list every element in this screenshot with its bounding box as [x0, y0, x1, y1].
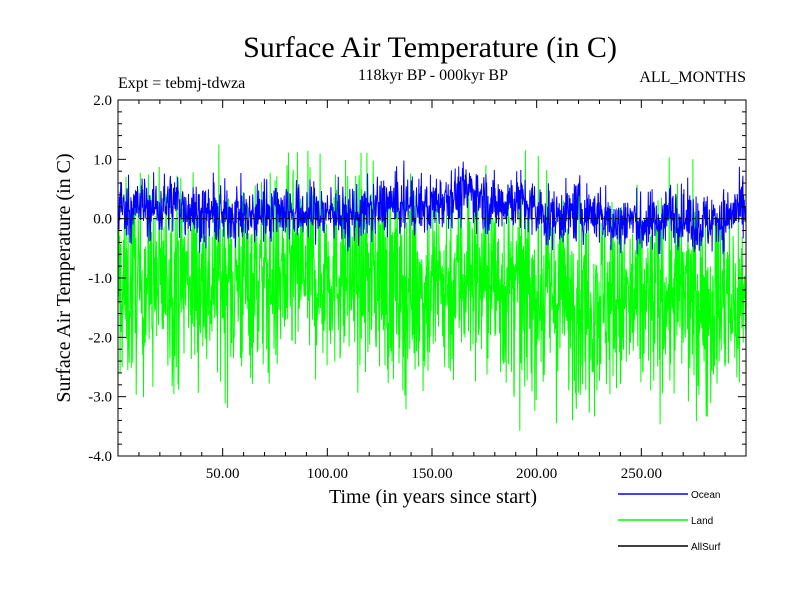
y-axis-label: Surface Air Temperature (in C) — [53, 153, 75, 402]
y-tick-label: -2.0 — [88, 330, 112, 346]
axes-layer: -4.0 -3.0 -2.0 -1.0 0.0 1.0 2.0 50.00 100.00 150.… — [88, 93, 747, 482]
chart-subtitle: 118kyr BP - 000kyr BP — [358, 67, 508, 84]
x-tick-label: 100.00 — [307, 466, 348, 482]
y-tick-label: -1.0 — [88, 271, 112, 287]
chart-title: Surface Air Temperature (in C) — [243, 31, 617, 64]
experiment-label: Expt = tebmj-tdwza — [118, 75, 245, 92]
y-tick-label: -4.0 — [88, 449, 112, 465]
y-tick-label: 0.0 — [93, 212, 112, 228]
series-line-ocean — [118, 160, 746, 255]
months-label: ALL_MONTHS — [639, 69, 746, 86]
series-line-land — [118, 144, 746, 431]
legend-label-allsurf: AllSurf — [691, 542, 721, 553]
x-tick-label: 50.00 — [206, 466, 240, 482]
legend-label-ocean: Ocean — [691, 490, 720, 501]
x-tick-label: 200.00 — [516, 466, 557, 482]
x-tick-label: 250.00 — [621, 466, 662, 482]
y-tick-label: 1.0 — [93, 152, 112, 168]
y-tick-label: -3.0 — [88, 390, 112, 406]
legend: Ocean Land AllSurf — [618, 490, 721, 553]
series-layer — [118, 144, 746, 431]
legend-label-land: Land — [691, 516, 713, 527]
y-tick-label: 2.0 — [93, 93, 112, 109]
x-tick-label: 150.00 — [411, 466, 452, 482]
x-axis-label: Time (in years since start) — [329, 486, 537, 508]
